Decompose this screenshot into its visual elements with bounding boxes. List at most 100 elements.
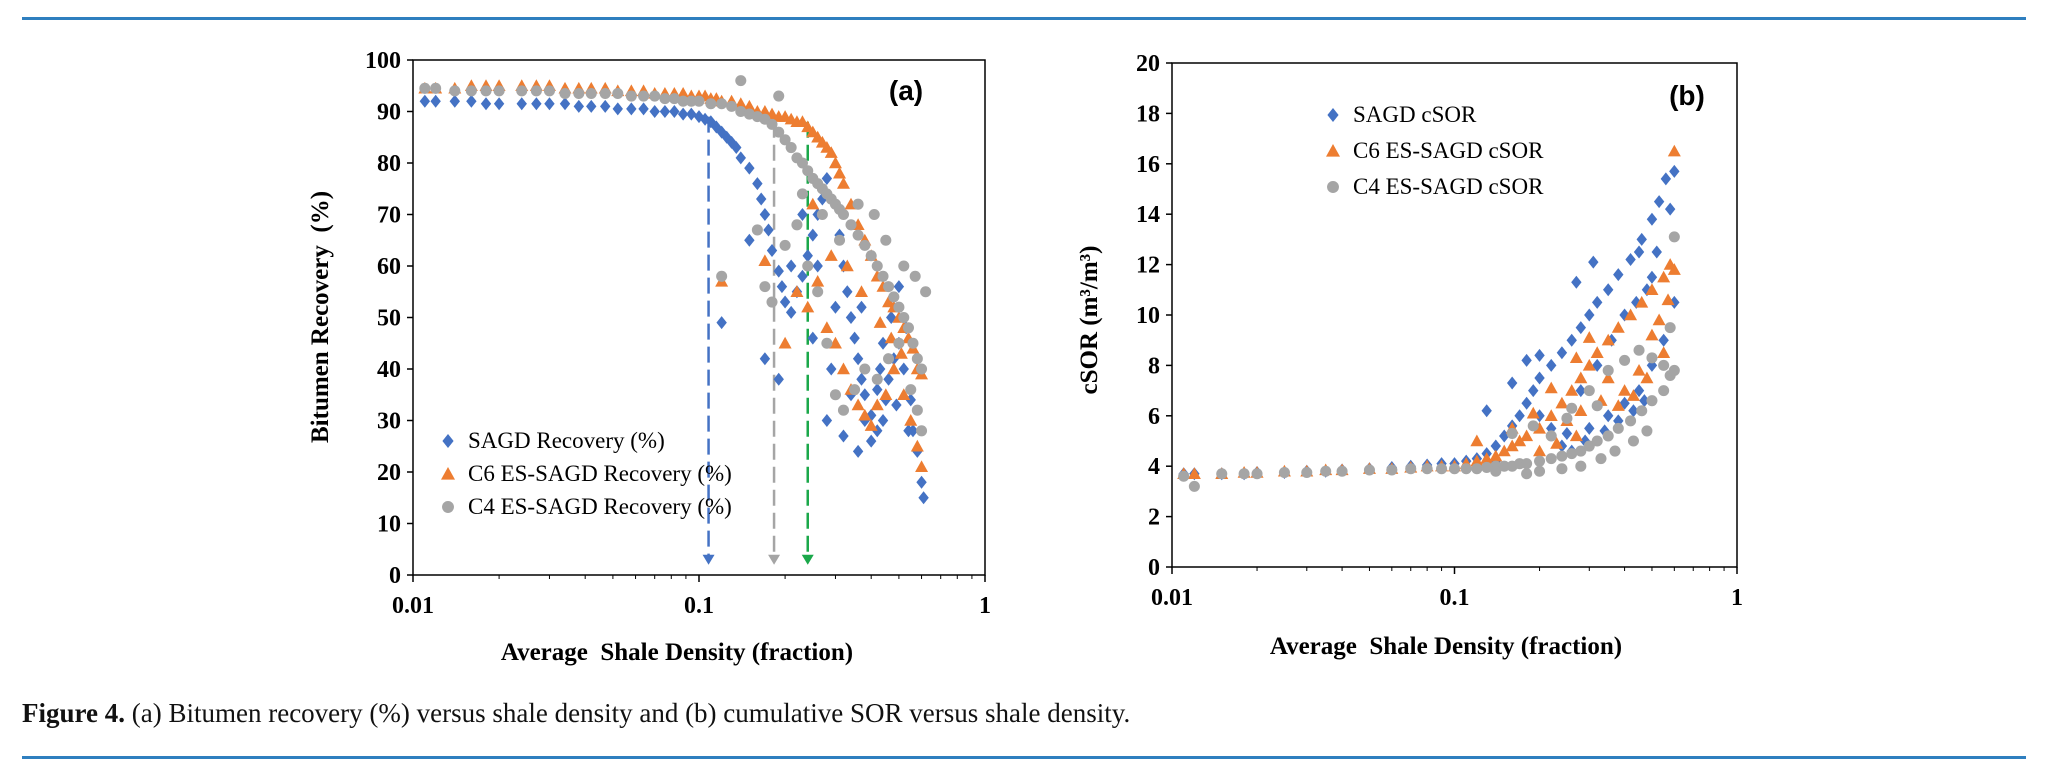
y-tick-label: 20 (377, 460, 401, 486)
data-point-circle (898, 260, 910, 272)
data-point-diamond (852, 352, 864, 366)
chart-b-x-ticks: 0.01 0.1 1 (1151, 567, 1743, 611)
data-point-circle (883, 353, 895, 365)
data-point-diamond (466, 94, 477, 108)
data-point-diamond (874, 362, 886, 376)
legend-label: SAGD Recovery (%) (468, 428, 665, 453)
data-point-triangle (1526, 406, 1540, 419)
data-point-diamond (493, 97, 505, 111)
data-point-triangle (1565, 384, 1579, 396)
data-point-triangle (1611, 321, 1625, 333)
data-point-circle (530, 85, 542, 97)
data-point-diamond (1636, 232, 1647, 246)
data-point-diamond (573, 99, 585, 113)
data-point-circle (852, 198, 864, 210)
chart-a: 0 10 20 30 40 50 60 70 80 90 100 0.01 0.1 1 (a) Aver… (307, 48, 991, 666)
data-point-triangle (676, 86, 690, 99)
data-point-circle (1627, 435, 1639, 447)
data-point-circle (871, 260, 883, 272)
data-point-diamond (1528, 384, 1539, 398)
data-point-diamond (638, 102, 649, 116)
data-point-circle (1421, 463, 1433, 475)
data-point-circle (1521, 458, 1533, 470)
chart-a-panel-label: (a) (889, 75, 923, 106)
data-point-circle (1602, 364, 1614, 376)
data-point-diamond (705, 115, 717, 129)
data-point-diamond (826, 362, 837, 376)
data-point-circle (480, 85, 492, 97)
data-point-triangle (915, 460, 929, 473)
legend-marker-circle (1327, 181, 1339, 193)
data-point-diamond (1499, 429, 1510, 443)
data-point-diamond (1639, 394, 1650, 408)
data-point-diamond (1651, 245, 1662, 259)
data-point-circle (1646, 395, 1658, 407)
dashed-arrow (768, 121, 781, 565)
data-point-circle (1646, 352, 1658, 364)
data-point-diamond (830, 300, 841, 314)
data-point-diamond (856, 372, 867, 386)
data-point-triangle (1544, 381, 1558, 394)
data-point-circle (1591, 435, 1603, 447)
data-point-triangle (806, 197, 820, 210)
data-point-triangle (734, 97, 748, 109)
data-point-circle (1238, 468, 1250, 480)
data-point-diamond (1481, 404, 1492, 418)
data-point-circle (909, 270, 921, 282)
figure-caption-label: Figure 4. (22, 698, 125, 728)
data-point-diamond (1521, 396, 1532, 410)
data-point-diamond (779, 295, 791, 309)
data-point-diamond (600, 99, 611, 113)
data-point-diamond (752, 177, 763, 191)
chart-b-y-axis-label: cSOR (m³/m³) (1076, 246, 1103, 395)
data-point-circle (911, 353, 923, 365)
data-point-circle (559, 87, 571, 99)
y-tick-label: 0 (389, 563, 401, 589)
data-point-circle (1625, 415, 1637, 427)
data-point-diamond (1534, 371, 1545, 385)
data-point-diamond (1506, 376, 1518, 390)
data-point-triangle (1574, 404, 1588, 416)
data-point-diamond (1534, 409, 1545, 423)
data-point-diamond (1588, 255, 1599, 269)
data-point-triangle (1569, 351, 1583, 364)
data-point-circle (1556, 463, 1568, 475)
top-rule (22, 17, 2026, 20)
data-point-triangle (1667, 263, 1681, 275)
data-point-circle (677, 95, 689, 107)
x-tick-label: 1 (1731, 585, 1743, 611)
data-point-circle (543, 85, 555, 97)
data-point-triangle (904, 414, 918, 426)
data-point-circle (766, 296, 778, 308)
data-point-diamond (744, 161, 755, 175)
data-point-diamond (726, 135, 737, 149)
legend-marker-circle (442, 501, 454, 513)
data-point-diamond (1575, 321, 1587, 335)
chart-b-points (1177, 144, 1681, 492)
y-tick-label: 6 (1148, 404, 1160, 430)
data-point-triangle (882, 295, 896, 308)
data-point-circle (585, 87, 597, 99)
data-point-circle (612, 87, 624, 99)
chart-a-x-ticks: 0.01 0.1 1 (392, 575, 991, 619)
data-point-diamond (856, 300, 867, 314)
data-point-triangle (1645, 328, 1659, 341)
data-point-triangle (1569, 429, 1583, 442)
data-point-triangle (851, 398, 865, 411)
legend-marker-diamond (1327, 108, 1339, 122)
data-point-diamond (1584, 421, 1595, 435)
data-point-triangle (1667, 144, 1681, 157)
y-tick-label: 80 (377, 151, 401, 177)
data-point-triangle (1611, 399, 1625, 411)
data-point-triangle (858, 408, 872, 421)
data-point-diamond (1669, 295, 1680, 309)
data-point-triangle (910, 439, 924, 452)
data-point-diamond (883, 372, 894, 386)
data-point-diamond (612, 102, 623, 116)
data-point-diamond (1664, 202, 1676, 216)
data-point-triangle (790, 285, 804, 297)
legend-item: SAGD Recovery (%) (442, 428, 665, 453)
data-point-circle (1534, 455, 1546, 467)
data-point-triangle (864, 419, 878, 431)
data-point-circle (834, 234, 846, 246)
